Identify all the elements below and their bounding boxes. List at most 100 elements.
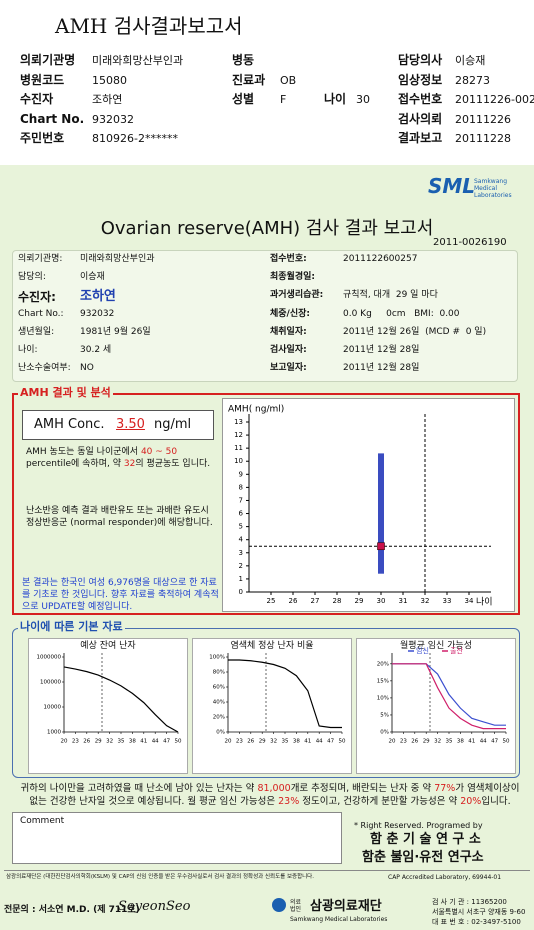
info-value: 2011122600257 [343,254,418,264]
info-value: 조하연 [80,289,116,304]
info-box [12,250,518,382]
paragraph-part: 본 결과는 한국인 여성 6,976명을 대상으로 한 자료를 기초로 한 것입… [22,578,219,612]
field-label: 주민번호 [20,131,65,146]
field-value: 15080 [92,73,127,87]
field-label: 성별 [232,92,255,107]
info-label: 과거생리습관: [270,290,324,300]
info-value: 2011년 12월 28일 [343,345,420,355]
field-label: 진료과 [232,72,266,87]
field-value: F [280,93,287,107]
summary-part: 입니다. [481,796,511,807]
summary-part: 81,000 [257,783,291,794]
credit: * Right Reserved. Programed by [354,821,483,830]
info-label: 담당의: [18,272,46,282]
field-value: 20111226 [455,112,511,126]
summary-part: 20% [460,796,482,807]
paragraph: 본 결과는 한국인 여성 6,976명을 대상으로 한 자료를 기초로 한 것입… [22,577,222,617]
field-label: 의뢰기관명 [20,53,76,67]
field-value: 미래와희망산부인과 [92,54,184,67]
field-label: 병원코드 [20,72,65,87]
summary-part: 개로 추정되며, 배란되는 난자 중 약 [290,783,435,794]
report-number: 2011-0026190 [433,237,507,248]
field-label: 수진자 [20,92,54,107]
paragraph-part: 난소반응 예측 결과 배란유도 또는 과배란 유도시 정상반응군 (normal… [26,506,213,528]
mini-title: 염색체 정상 난자 비율 [230,641,314,651]
doctor: 전문의 : 서소연 M.D. (제 711호) [4,905,140,915]
info-label: 채취일자: [270,327,307,337]
field-label: 검사의뢰 [398,111,443,126]
info-label: 최종월경일: [270,272,315,282]
credit: 함 춘 기 술 연 구 소 [370,832,481,847]
mini-panel [356,638,516,774]
field-value: OB [280,73,297,87]
mini-title: 월평균 임신 가능성 [400,641,472,651]
info-label: 의뢰기관명: [18,254,63,264]
info-label: 체중/신장: [270,309,311,319]
amh-box [12,393,520,615]
org-logo [272,898,286,912]
accreditation: 삼광의료재단은 (대한진단검사의학회(KSLM) 및 CAP의 신임 인증을 받… [6,874,314,880]
info-label: 수진자: [18,290,56,304]
paragraph-part: percentile에 속하며, 약 [26,459,124,469]
summary-part: 23% [278,796,300,807]
field-value: 932032 [92,112,134,126]
comment-label: Comment [20,816,65,826]
paragraph-part: 40 ~ 50 [140,447,178,457]
signature: SoyeonSeo [118,899,191,914]
info-label: 생년월일: [18,327,55,337]
info-label: Chart No.: [18,309,64,319]
contact: 검 사 기 관 : 11365200 [432,898,507,906]
summary-part: 77% [434,783,456,794]
field-label: 접수번호 [398,92,443,107]
credit: 함춘 불임·유전 연구소 [362,850,484,865]
info-label: 접수번호: [270,254,307,264]
paragraph-part: AMH 농도는 동일 나이군에서 [26,447,141,457]
conc-unit: ng/ml [154,417,192,432]
summary-part: 정도이고, 건강하게 분만할 가능성은 약 [299,796,461,807]
chart-panel [222,398,515,612]
org-sub: Samkwang Medical Laboratories [290,916,388,923]
info-label: 보고일자: [270,363,307,373]
mini-panel [28,638,188,774]
section-heading: AMH 결과 및 분석 [18,386,113,400]
info-value: 규칙적, 대개 29 일 마다 [343,290,438,300]
comment-box [12,812,342,864]
basic-box [12,628,520,778]
field-label: 결과보고 [398,131,443,146]
field-value: 20111226-00257 [455,93,534,107]
info-value: 932032 [80,309,115,319]
field-value: 810926-2****** [92,132,178,146]
field-label: 병동 [232,53,255,67]
contact: 대 표 번 호 : 02-3497-5100 [432,918,521,926]
info-value: 30.2 세 [80,345,112,355]
info-value: 2011년 12월 26일 (MCD # 0 일) [343,327,487,337]
logo-sub: Samkwang Medical Laboratories [474,178,512,200]
info-label: 나이: [18,345,38,355]
conc-value: 3.50 [116,417,145,432]
conc-box [22,410,214,440]
contact: 서울특별시 서초구 양재동 9-60 [432,908,526,916]
paragraph: AMH 농도는 동일 나이군에서 40 ~ 50 percentile에 속하며… [26,446,216,496]
info-value: 2011년 12월 28일 [343,363,420,373]
summary: 귀하의 나이만을 고려하였을 때 난소에 남아 있는 난자는 약 81,000개… [20,782,520,812]
summary-part: 가 염색체이상이 없는 건강한 난자일 것으로 예상됩니다. 월 평균 임신 가… [29,783,520,807]
field-label: 임상정보 [398,72,443,87]
paragraph: 난소반응 예측 결과 배란유도 또는 과배란 유도시 정상반응군 (normal… [26,505,216,545]
title: AMH 검사결과보고서 [55,14,243,38]
section-heading: 나이에 따른 기본 자료 [18,620,125,634]
info-label: 검사일자: [270,345,307,355]
field-value: 20111228 [455,132,511,146]
info-value: 0.0 Kg 0cm BMI: 0.00 [343,309,460,319]
logo: SML [428,174,476,198]
summary-part: 귀하의 나이만을 고려하였을 때 난소에 남아 있는 난자는 약 [20,783,258,794]
paragraph-part: 의 평균농도 입니다. [135,459,211,469]
field-label: 담당의사 [398,53,443,67]
info-value: 1981년 9월 26일 [80,327,151,337]
info-value: NO [80,363,94,373]
field-value: 조하연 [92,93,123,107]
field-label: 나이 [324,92,347,107]
info-label: 난소수술여부: [18,363,71,373]
org-prefix: 의료법인 [290,899,302,914]
info-value: 미래와희망산부인과 [80,254,155,264]
